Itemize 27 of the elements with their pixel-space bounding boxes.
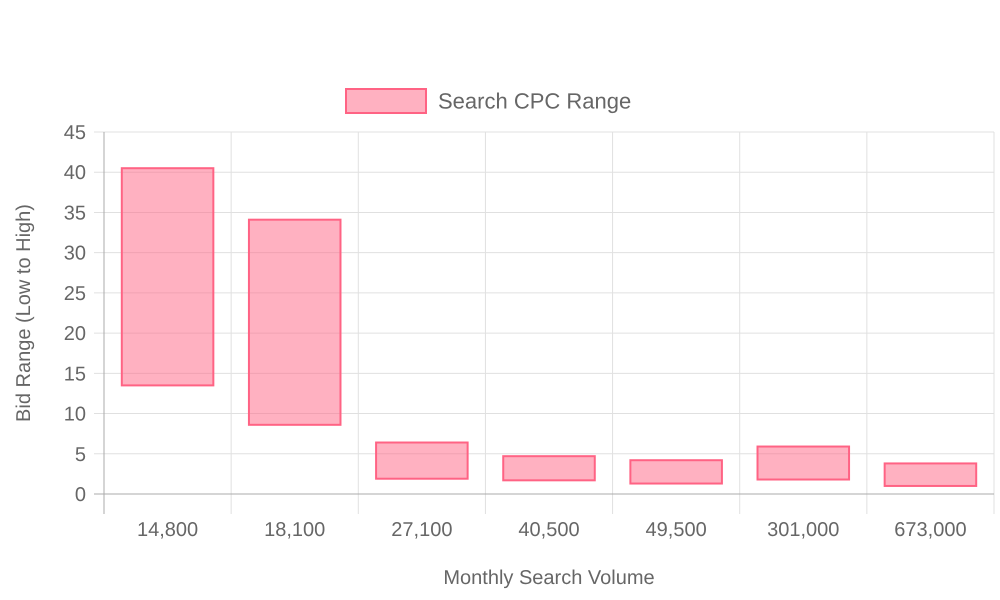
x-tick-label: 673,000 — [894, 519, 967, 541]
y-tick-label: 40 — [64, 162, 86, 184]
x-tick-label: 18,100 — [264, 519, 326, 541]
y-tick-label: 30 — [64, 242, 86, 265]
y-tick-label: 0 — [74, 484, 86, 506]
bar — [884, 462, 978, 487]
y-tick-label: 15 — [64, 363, 86, 386]
y-tick-label: 10 — [64, 404, 86, 426]
x-axis-title: Monthly Search Volume — [443, 567, 655, 589]
y-tick-label: 20 — [64, 323, 86, 346]
y-tick-label: 25 — [64, 282, 86, 305]
bar — [629, 459, 723, 485]
y-tick-label: 5 — [74, 444, 86, 466]
x-tick-label: 301,000 — [767, 519, 840, 541]
y-tick-label: 45 — [64, 122, 86, 144]
bar — [120, 167, 214, 386]
bar — [756, 446, 850, 481]
y-axis-title: Bid Range (Low to High) — [13, 204, 35, 422]
x-tick-label: 27,100 — [391, 519, 452, 541]
x-tick-label: 40,500 — [518, 519, 580, 541]
x-tick-label: 14,800 — [136, 519, 198, 541]
bar — [375, 442, 469, 480]
bar — [248, 218, 342, 426]
bar — [502, 455, 596, 482]
y-tick-label: 35 — [64, 202, 86, 224]
x-tick-label: 49,500 — [646, 519, 707, 541]
legend-label: Search CPC Range — [438, 88, 632, 114]
